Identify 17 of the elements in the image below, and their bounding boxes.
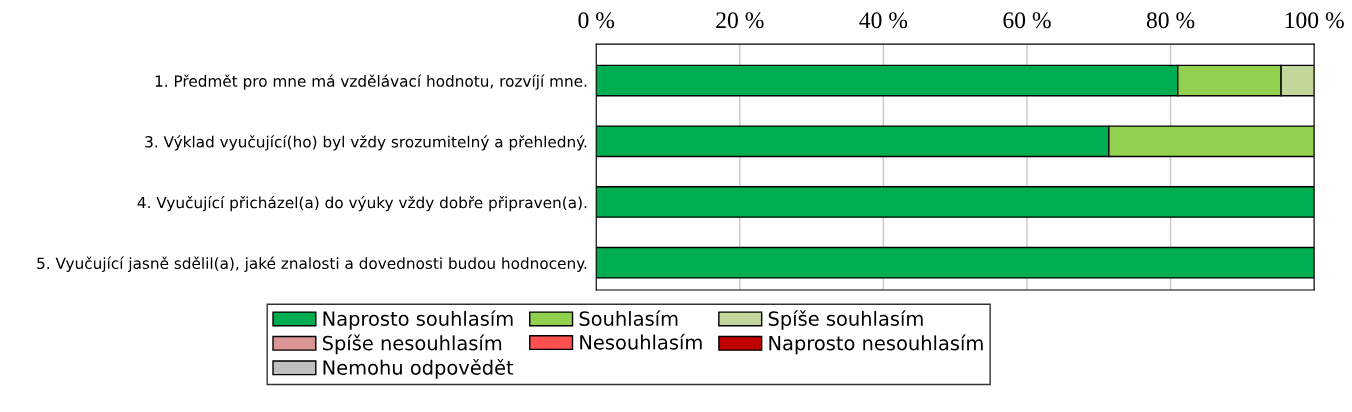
legend-label: Nesouhlasím <box>580 333 702 350</box>
y-tick-label: 5. Vyučující jasně sdělil(a), jaké znalosti a dovednosti budou hodnoceny. <box>37 256 587 273</box>
x-tick-label: 0 % <box>578 12 615 29</box>
y-tick-label: 1. Předmět pro mne má vzdělávací hodnotu, rozvíjí mne. <box>155 74 587 90</box>
x-tick-label: 60 % <box>1003 12 1051 29</box>
x-tick-label: 80 % <box>1146 12 1195 29</box>
x-tick-label: 40 % <box>859 12 908 29</box>
y-tick-label: 4. Vyučující přicházel(a) do výuky vždy dobře připraven(a). <box>137 195 587 212</box>
legend-label: Naprosto nesouhlasím <box>769 334 983 355</box>
x-tick-label: 20 % <box>716 12 764 29</box>
legend-label: Souhlasím <box>579 310 678 326</box>
legend-label: Spíše souhlasím <box>768 310 923 330</box>
x-tick-label: 100 % <box>1285 12 1344 29</box>
y-tick-label: 3. Výklad vyučující(ho) byl vždy srozumitelný a přehledný. <box>145 135 587 151</box>
legend-label: Spíše nesouhlasím <box>322 334 502 355</box>
legend-label: Nemohu odpovědět <box>323 359 514 379</box>
legend-label: Naprosto souhlasím <box>323 310 513 330</box>
